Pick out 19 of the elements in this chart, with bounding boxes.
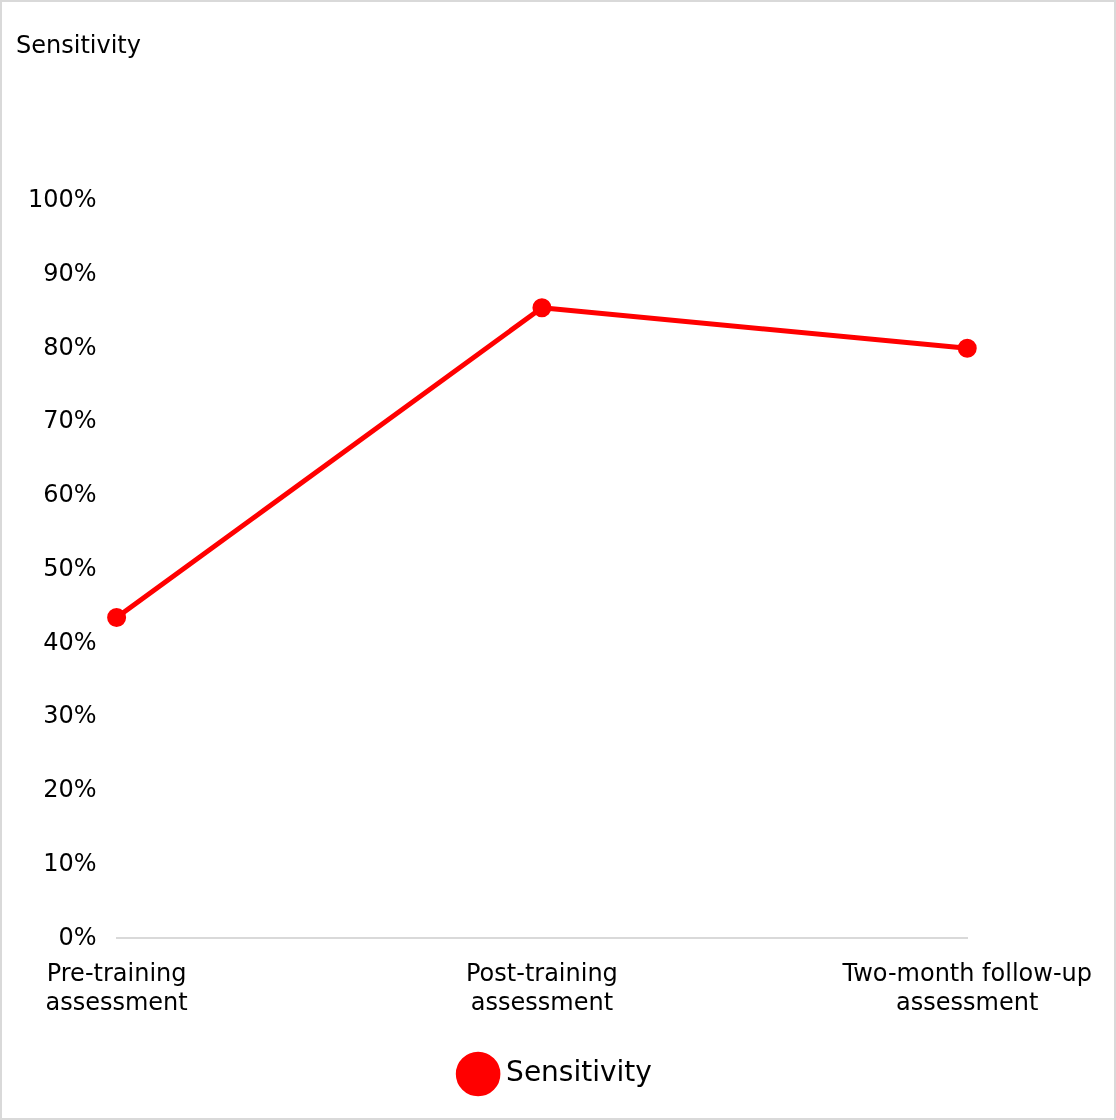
y-tick-label: 20% — [43, 775, 97, 804]
point — [532, 298, 552, 318]
chart-title: Sensitivity — [16, 30, 141, 59]
point — [107, 608, 127, 628]
y-tick-label: 60% — [43, 480, 97, 509]
y-tick-label: 70% — [43, 406, 97, 435]
point — [957, 338, 977, 358]
y-tick-label: 0% — [58, 922, 97, 951]
x-tick-label: Post-training assessment — [466, 959, 618, 1016]
y-tick-label: 90% — [43, 258, 97, 287]
y-tick-label: 40% — [43, 627, 97, 656]
y-tick-label: 30% — [43, 701, 97, 730]
y-tick-label: 80% — [43, 332, 97, 361]
x-tick-label: Two-month follow-up assessment — [841, 959, 1092, 1016]
y-tick-label: 100% — [27, 185, 97, 214]
x-tick-label: Pre-training assessment — [45, 959, 188, 1016]
y-tick-label: 50% — [43, 553, 97, 582]
legend-label: Sensitivity — [506, 1055, 652, 1089]
y-tick-label: 10% — [43, 848, 97, 877]
